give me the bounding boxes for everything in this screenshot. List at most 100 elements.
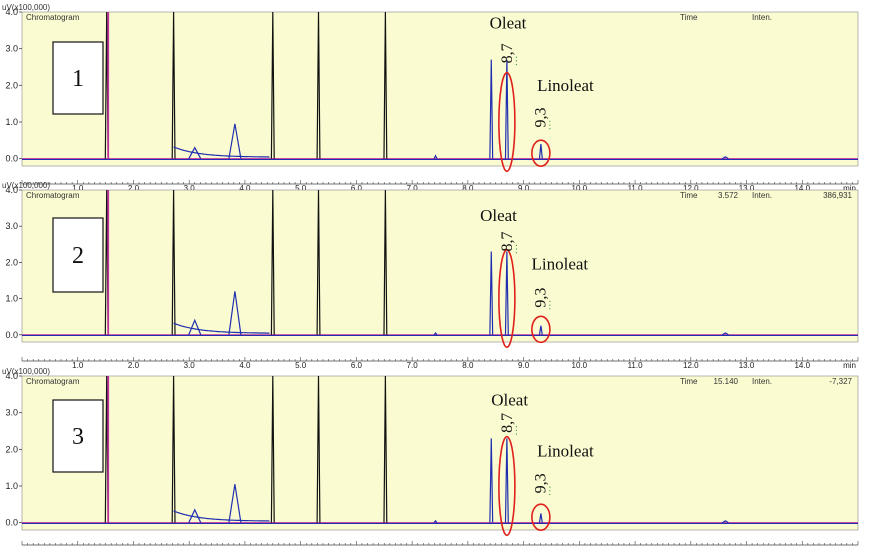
peak-mark [228, 291, 242, 335]
peak-annotation: Linoleat [531, 255, 588, 274]
y-tick-label: 2.0 [5, 257, 18, 267]
y-tick-label: 0.0 [5, 154, 18, 164]
y-tick-label: 4.0 [5, 185, 18, 195]
retention-time-label: 9,3 [532, 108, 549, 128]
x-tick-label: 6.0 [351, 361, 363, 370]
y-tick-label: 2.0 [5, 80, 18, 90]
y-unit-label: uV(x100,000) [2, 181, 50, 190]
peak-mark [433, 154, 438, 159]
highlight-ellipse-linoleat [531, 503, 551, 531]
panel-number: 1 [72, 66, 84, 92]
x-tick-label: 10.0 [572, 361, 588, 370]
retention-dot-icon: ··· [511, 55, 523, 66]
peak-mark [722, 520, 729, 524]
retention-dot-icon: ··· [544, 300, 556, 311]
highlight-ellipse-oleat [498, 71, 516, 173]
x-tick-label: 14.0 [794, 184, 810, 193]
panel-number-box [52, 217, 104, 293]
time-label: Time [680, 377, 698, 386]
panel-number-box [52, 41, 104, 115]
peak-annotation: Linoleat [537, 442, 594, 461]
peak-mark [270, 11, 275, 159]
peak-mark [722, 332, 729, 336]
x-tick-label: 3.0 [184, 184, 196, 193]
x-tick-label: 9.0 [518, 184, 530, 193]
x-tick-label: 12.0 [683, 184, 699, 193]
peak-mark [383, 375, 388, 523]
x-tick-label: 13.0 [739, 184, 755, 193]
y-tick-label: 1.0 [5, 294, 18, 304]
x-tick-label: 5.0 [295, 184, 307, 193]
peak-mark [270, 189, 275, 335]
y-tick-label: 1.0 [5, 117, 18, 127]
decay-trace [173, 146, 270, 158]
chart-title-label: Chromatogram [26, 13, 80, 22]
retention-dot-icon: ··· [511, 425, 523, 436]
panel-number-box [52, 399, 104, 473]
panel-number: 3 [72, 424, 84, 450]
y-tick-label: 4.0 [5, 371, 18, 381]
peak-annotation: Oleat [480, 206, 517, 225]
retention-dot-icon: ··· [544, 485, 556, 496]
peak-mark [504, 251, 509, 335]
x-tick-label: 7.0 [407, 361, 419, 370]
x-tick-label: 2.0 [128, 184, 140, 193]
peak-mark [504, 59, 509, 159]
retention-time-label: 8,7 [499, 413, 516, 433]
y-unit-label: uV(x100,000) [2, 3, 50, 12]
peak-annotation: Oleat [491, 390, 528, 409]
peak-mark [489, 251, 494, 335]
panel-number: 2 [72, 243, 84, 269]
time-readout: 15.140 [714, 377, 739, 386]
peak-annotation: Linoleat [537, 76, 594, 95]
y-tick-label: 0.0 [5, 518, 18, 528]
y-tick-label: 3.0 [5, 221, 18, 231]
retention-dot-icon: ··· [544, 120, 556, 131]
peak-mark [489, 438, 494, 523]
plot-area [21, 11, 859, 167]
chart-title-label: Chromatogram [26, 377, 80, 386]
y-tick-label: 1.0 [5, 481, 18, 491]
retention-time-label: 8,7 [499, 43, 516, 63]
x-tick-label: 7.0 [407, 184, 419, 193]
decay-trace [173, 510, 270, 522]
time-label: Time [680, 191, 698, 200]
peak-mark [188, 508, 202, 523]
x-tick-label: 3.0 [184, 361, 196, 370]
time-readout: 3.572 [718, 191, 739, 200]
peak-mark [316, 375, 321, 523]
x-tick-label: 9.0 [518, 361, 530, 370]
peak-mark [171, 189, 176, 335]
chromatogram-panel-1: uV(x100,000)Chromatogram Time Inten.4.03.0… [2, 3, 859, 193]
chart-title-label: Chromatogram [26, 191, 80, 200]
inten-label: Inten. [752, 13, 772, 22]
inten-label: Inten. [752, 377, 772, 386]
x-tick-label: 14.0 [794, 361, 810, 370]
peak-mark [316, 11, 321, 159]
peak-mark [228, 484, 242, 523]
retention-time-label: 8,7 [499, 232, 516, 252]
plot-area [21, 375, 859, 531]
peak-mark [538, 513, 543, 523]
peak-mark [171, 11, 176, 159]
peak-mark [433, 519, 438, 524]
retention-time-label: 9,3 [532, 473, 549, 493]
x-tick-label: 13.0 [739, 361, 755, 370]
y-tick-label: 3.0 [5, 44, 18, 54]
peak-mark [433, 331, 438, 336]
peak-annotation: Oleat [490, 14, 527, 33]
peak-mark [383, 189, 388, 335]
x-tick-label: 8.0 [462, 361, 474, 370]
y-tick-label: 0.0 [5, 330, 18, 340]
peak-mark [228, 123, 242, 159]
peak-mark [316, 189, 321, 335]
chromatogram-panel-3: uV(x100,000)Chromatogram Time 15.140 Inten.… [2, 367, 859, 551]
inten-readout: -7,327 [829, 377, 852, 386]
peak-mark [722, 156, 729, 160]
peak-mark [538, 143, 543, 159]
x-unit-label: min [843, 184, 856, 193]
decay-trace [173, 322, 270, 334]
x-tick-label: 11.0 [628, 184, 644, 193]
x-tick-label: 4.0 [239, 361, 251, 370]
plot-area [21, 189, 859, 343]
